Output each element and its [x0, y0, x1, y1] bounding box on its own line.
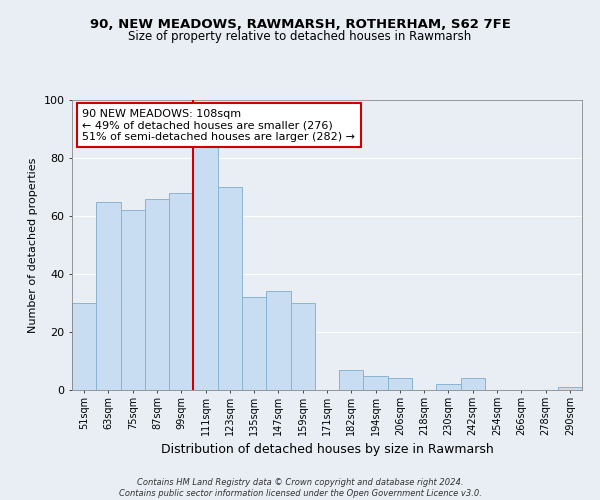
- X-axis label: Distribution of detached houses by size in Rawmarsh: Distribution of detached houses by size …: [161, 444, 493, 456]
- Text: Contains HM Land Registry data © Crown copyright and database right 2024.
Contai: Contains HM Land Registry data © Crown c…: [119, 478, 481, 498]
- Bar: [436, 384, 461, 390]
- Bar: [242, 297, 266, 390]
- Bar: [290, 303, 315, 390]
- Bar: [193, 146, 218, 390]
- Text: Size of property relative to detached houses in Rawmarsh: Size of property relative to detached ho…: [128, 30, 472, 43]
- Bar: [364, 376, 388, 390]
- Text: 90, NEW MEADOWS, RAWMARSH, ROTHERHAM, S62 7FE: 90, NEW MEADOWS, RAWMARSH, ROTHERHAM, S6…: [89, 18, 511, 30]
- Bar: [266, 292, 290, 390]
- Text: 90 NEW MEADOWS: 108sqm
← 49% of detached houses are smaller (276)
51% of semi-de: 90 NEW MEADOWS: 108sqm ← 49% of detached…: [82, 108, 355, 142]
- Bar: [218, 187, 242, 390]
- Bar: [121, 210, 145, 390]
- Bar: [169, 193, 193, 390]
- Bar: [72, 303, 96, 390]
- Bar: [145, 198, 169, 390]
- Bar: [558, 387, 582, 390]
- Y-axis label: Number of detached properties: Number of detached properties: [28, 158, 38, 332]
- Bar: [388, 378, 412, 390]
- Bar: [461, 378, 485, 390]
- Bar: [96, 202, 121, 390]
- Bar: [339, 370, 364, 390]
